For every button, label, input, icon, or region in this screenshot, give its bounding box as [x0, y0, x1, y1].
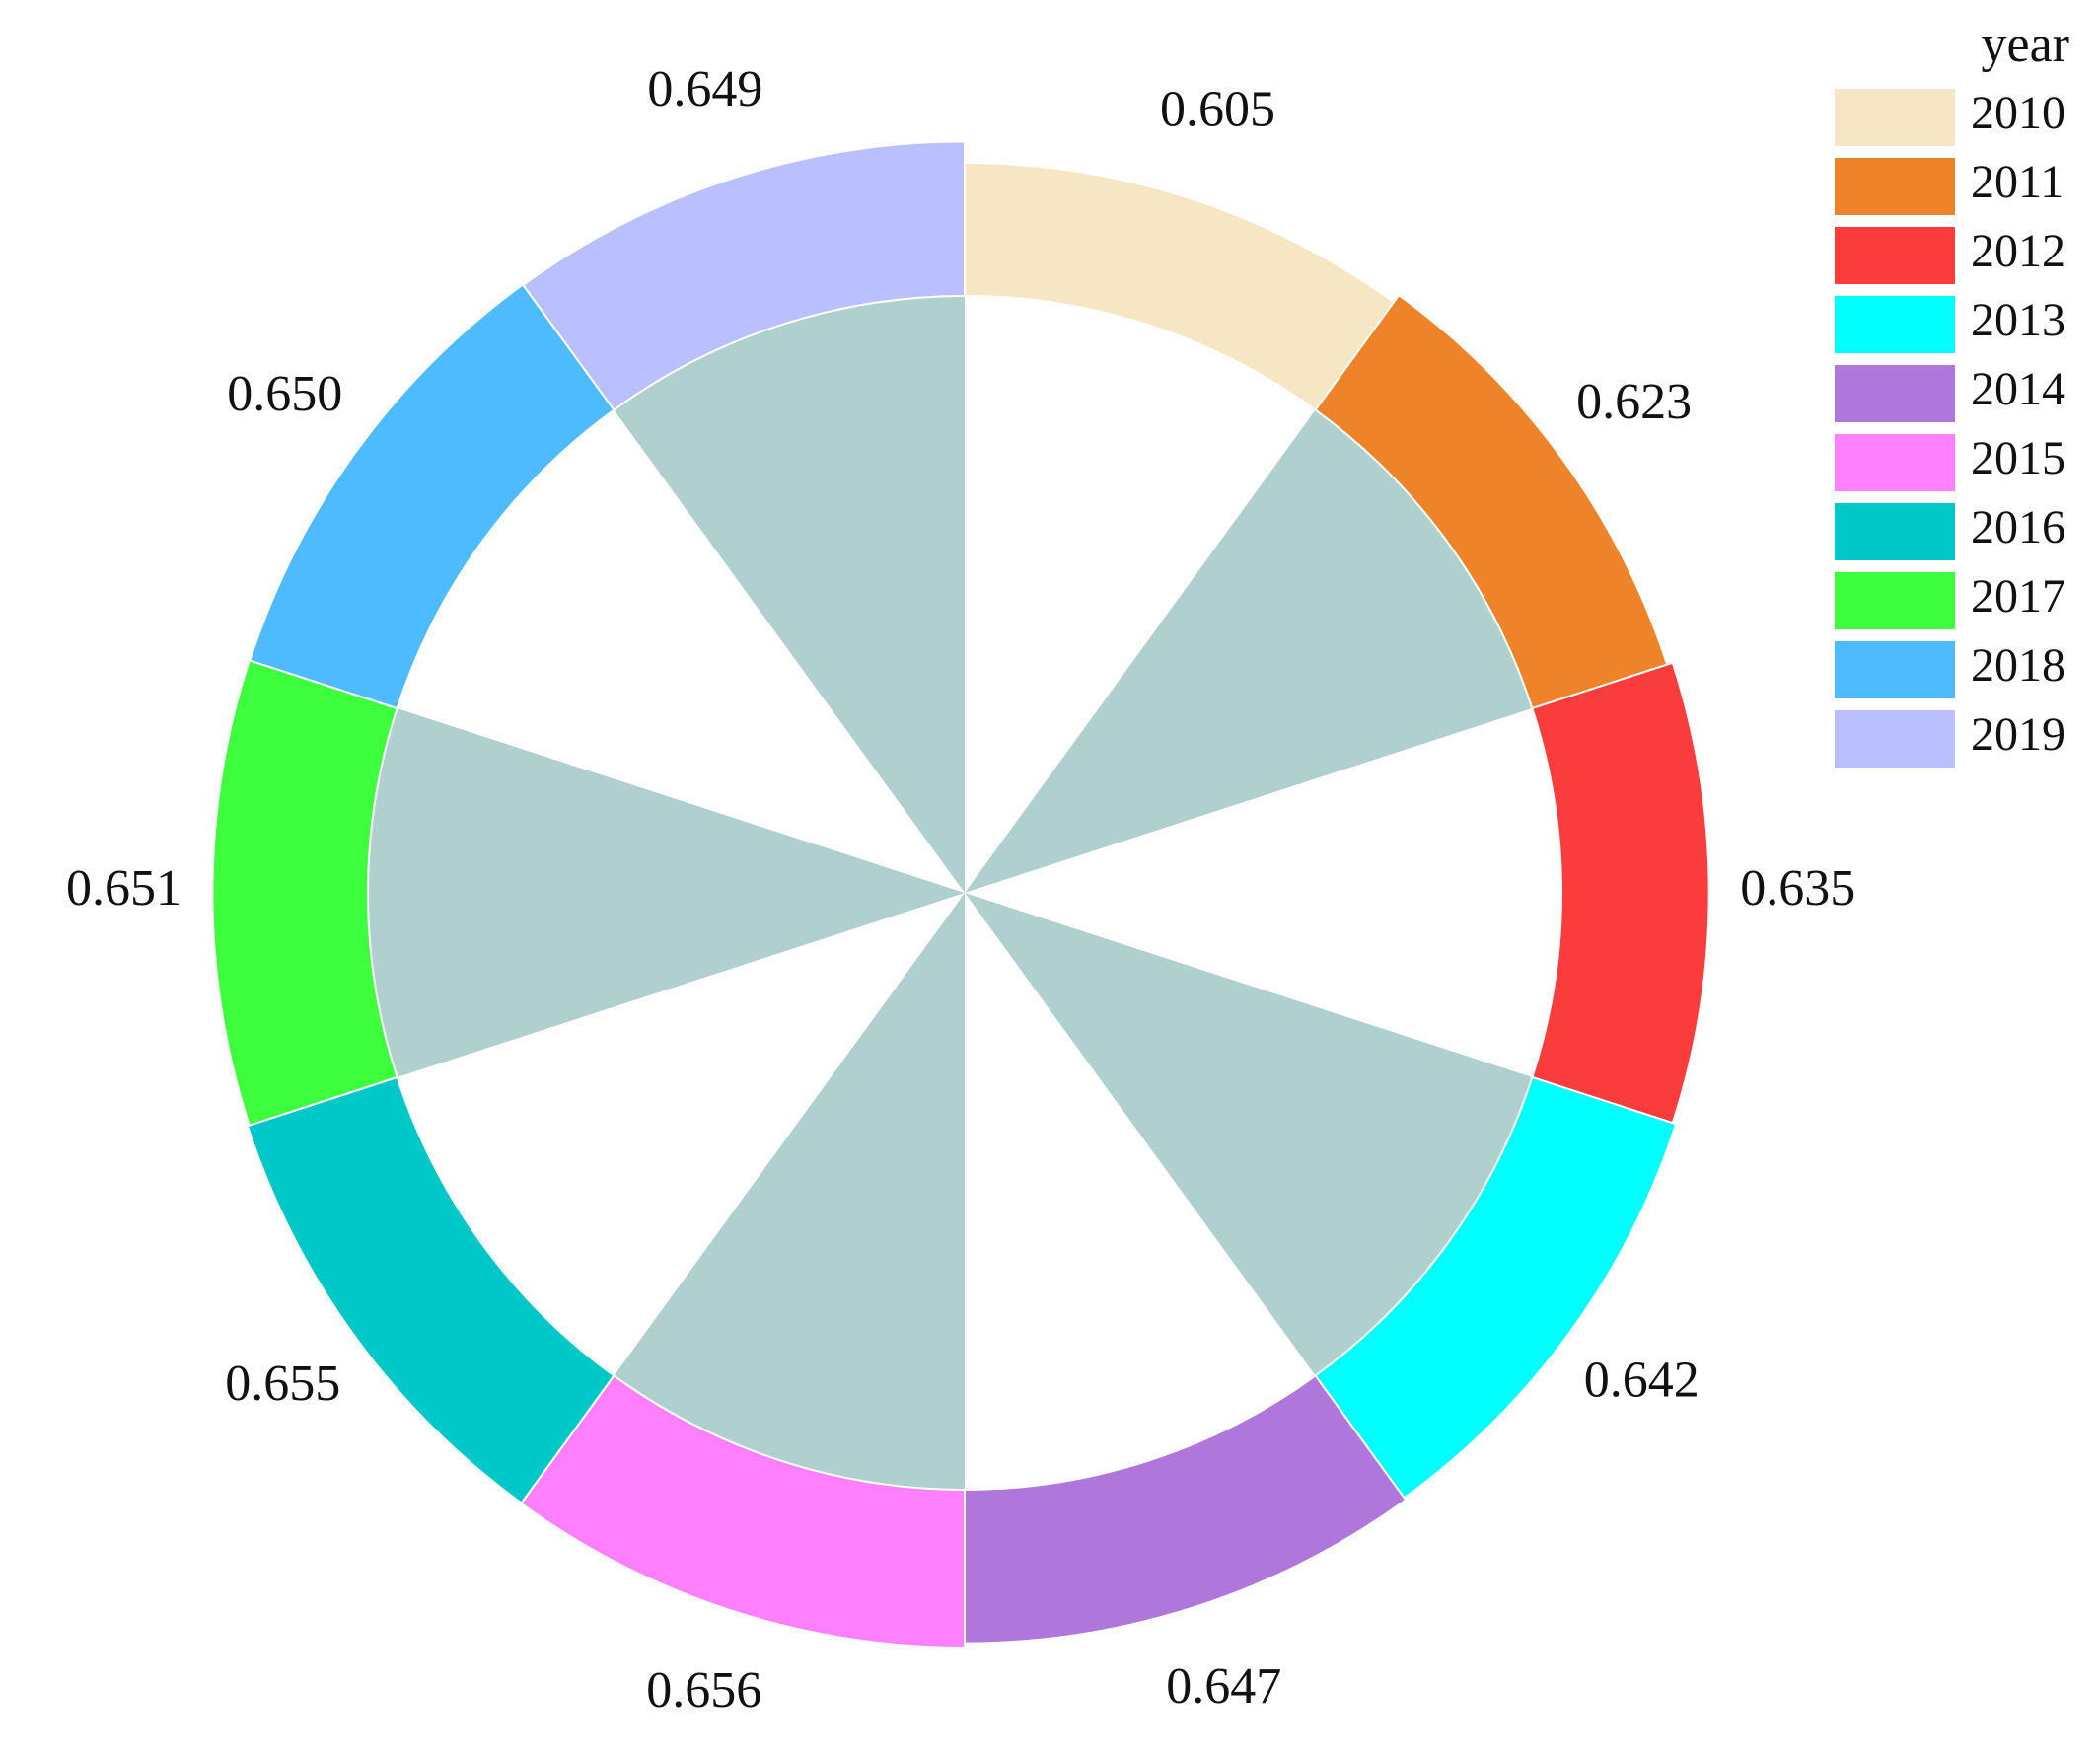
legend-swatch-2012: [1835, 227, 1955, 284]
value-label-2018: 0.650: [227, 366, 342, 422]
legend-swatch-2015: [1835, 434, 1955, 491]
legend-label-2018: 2018: [1971, 639, 2065, 692]
inner-wedge-2010: [965, 296, 1316, 893]
inner-wedge-2015: [614, 893, 965, 1490]
legend-label-2016: 2016: [1971, 501, 2065, 553]
legend-label-2011: 2011: [1971, 156, 2064, 208]
value-label-2014: 0.647: [1166, 1658, 1281, 1715]
inner-wedge-2018: [397, 409, 965, 893]
value-label-2011: 0.623: [1576, 374, 1692, 430]
inner-wedge-2016: [397, 893, 965, 1376]
value-label-2013: 0.642: [1584, 1352, 1700, 1408]
inner-wedge-2012: [965, 708, 1562, 1077]
inner-wedge-2013: [965, 893, 1533, 1376]
inner-wedge-2014: [965, 893, 1316, 1490]
inner-wedge-2019: [614, 296, 965, 893]
legend-label-2017: 2017: [1971, 570, 2065, 623]
value-label-2012: 0.635: [1740, 860, 1855, 917]
value-label-2010: 0.605: [1160, 82, 1275, 138]
legend-label-2010: 2010: [1971, 87, 2065, 139]
legend-label-2015: 2015: [1971, 432, 2065, 484]
value-label-2019: 0.649: [647, 61, 762, 117]
legend-swatch-2016: [1835, 503, 1955, 560]
legend-label-2013: 2013: [1971, 294, 2065, 346]
legend-label-2012: 2012: [1971, 225, 2065, 277]
value-label-2016: 0.655: [225, 1356, 340, 1412]
legend-swatch-2017: [1835, 572, 1955, 629]
ring-segment-2019: [521, 140, 966, 411]
value-label-2017: 0.651: [66, 860, 181, 917]
inner-wedge-2011: [965, 409, 1533, 893]
legend-swatch-2019: [1835, 710, 1955, 768]
legend-swatch-2013: [1835, 296, 1955, 353]
legend: year 2010 2011 2012 2013 2014 2015 2016 2017 201…: [1835, 17, 2069, 768]
legend-swatch-2018: [1835, 641, 1955, 698]
legend-swatch-2010: [1835, 89, 1955, 146]
legend-swatch-2011: [1835, 158, 1955, 215]
value-label-2015: 0.656: [646, 1662, 761, 1719]
outer-ring-segments: [211, 140, 1710, 1650]
inner-wedge-2017: [367, 708, 965, 1077]
legend-title: year: [1982, 17, 2069, 73]
value-labels: 0.605 0.623 0.635 0.642 0.647 0.656 0.655 0.651…: [66, 61, 1855, 1719]
legend-label-2014: 2014: [1971, 363, 2065, 415]
inner-wedges: [367, 296, 1562, 1490]
ring-segment-2016: [246, 1075, 616, 1504]
legend-label-2019: 2019: [1971, 708, 2065, 761]
legend-swatch-2014: [1835, 365, 1955, 422]
